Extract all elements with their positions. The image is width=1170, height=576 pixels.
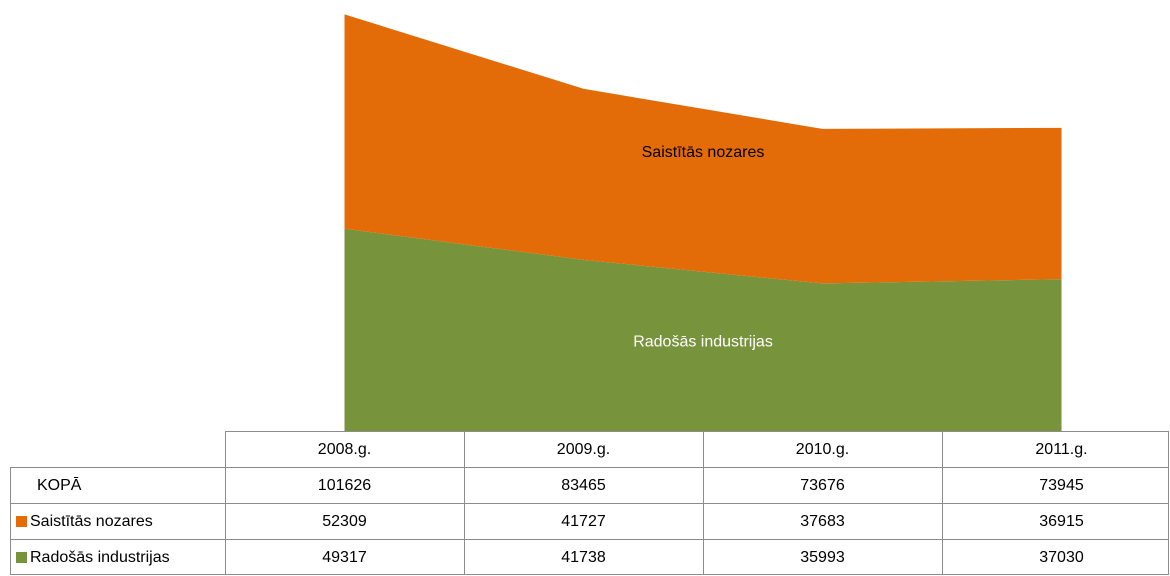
table-value: 83465 [561,477,606,494]
row-label: KOPĀ [37,476,82,494]
area [344,14,1062,284]
table-value: 37683 [800,513,845,530]
x-tick-label: 2009.g. [557,441,610,458]
area-label: Saistītās nozares [642,144,765,161]
legend-swatch [16,516,27,527]
x-tick-label: 2010.g. [796,441,849,458]
table-value: 73676 [800,477,845,494]
table-value: 37030 [1039,549,1084,566]
legend-swatch [16,552,27,563]
legend-label: Saistītās nozares [30,513,153,530]
table-value: 41727 [561,513,606,530]
legend-label: Radošās industrijas [30,549,170,566]
area-label: Radošās industrijas [633,334,773,351]
x-tick-label: 2008.g. [318,441,371,458]
table-value: 52309 [322,513,367,530]
table-value: 36915 [1039,513,1084,530]
table-value: 35993 [800,549,845,566]
table-value: 73945 [1039,477,1084,494]
x-tick-label: 2011.g. [1035,441,1087,458]
table-value: 49317 [322,549,367,566]
area [344,228,1062,431]
table-value: 41738 [561,549,606,566]
table-value: 101626 [318,477,371,494]
